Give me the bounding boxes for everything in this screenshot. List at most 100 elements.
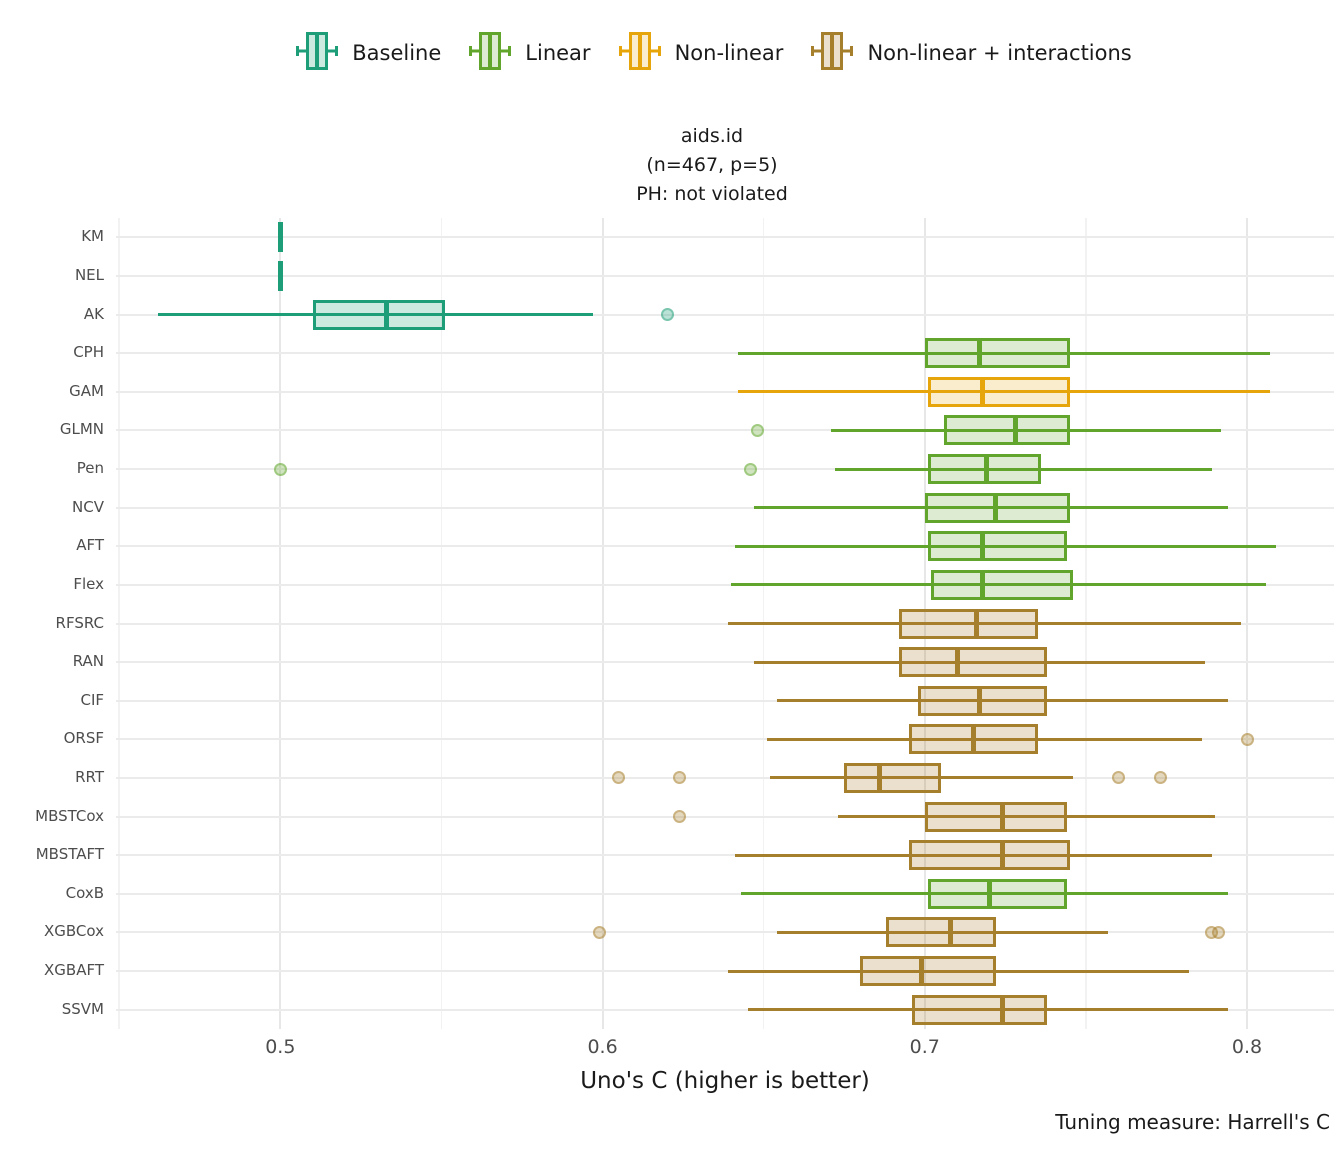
y-gridline [116,699,1334,702]
median-line [983,454,989,485]
whisker-line [737,390,1270,394]
y-gridline [116,545,1334,548]
y-axis-label: AK [83,304,104,323]
y-axis-label: Flex [73,574,104,593]
box [924,801,1067,832]
median-line [999,994,1005,1025]
legend-item-linear: Linear [467,29,591,77]
y-axis-label: SSVM [61,999,104,1018]
y-axis-label: Pen [76,459,104,478]
outlier-point [1211,925,1225,939]
box [911,994,1048,1025]
whisker-line [747,1008,1228,1012]
y-gridline [116,970,1334,973]
box [931,569,1073,600]
boxplot-key-baseline-icon [294,29,340,77]
chart-title-dimensions: (n=467, p=5) [646,154,778,176]
median-line [277,260,283,291]
y-axis-label: GAM [69,381,104,400]
y-axis-label: ORSF [63,729,104,748]
whisker-line [754,660,1206,664]
x-axis-tick-label: 0.5 [265,1036,296,1058]
box [312,299,445,330]
whisker-line [737,351,1270,355]
y-gridline [116,506,1334,509]
y-axis-label: KM [81,227,104,246]
y-gridline [116,1008,1334,1011]
median-line [970,724,976,755]
y-axis-label: RAN [72,652,104,671]
median-line [993,492,999,523]
y-gridline [116,738,1334,741]
y-gridline [116,776,1334,779]
y-gridline [116,352,1334,355]
box [944,415,1070,446]
outlier-point [673,810,687,824]
box [918,685,1048,716]
y-axis-label: MBSTCox [35,806,104,825]
outlier-point [273,462,287,476]
y-gridline [116,274,1334,277]
y-gridline [116,583,1334,586]
median-line [977,338,983,369]
y-axis-label: AFT [76,536,104,555]
whisker-line [728,969,1189,973]
median-line [954,647,960,678]
whisker-line [731,583,1267,587]
outlier-point [592,925,606,939]
y-axis-label: XGBAFT [44,961,104,980]
chart-title-dataset: aids.id [680,125,744,147]
y-axis-label: RRT [75,767,104,786]
outlier-point [750,423,764,437]
median-line [877,762,883,793]
legend-item-nonlinear: Non-linear [617,29,783,77]
legend-label-nonlinear-interactions: Non-linear + interactions [867,41,1132,65]
legend-label-baseline: Baseline [352,41,442,65]
outlier-point [744,462,758,476]
x-axis-title: Uno's C (higher is better) [580,1068,870,1094]
box [844,762,941,793]
x-axis-tick-label: 0.8 [1231,1036,1263,1058]
y-gridline [116,390,1334,393]
median-line [980,569,986,600]
y-axis-label: CPH [73,343,104,362]
median-line [1012,415,1018,446]
y-axis-label: NCV [72,497,104,516]
y-axis-label: RFSRC [55,613,104,632]
y-axis-label: CoxB [65,883,104,902]
y-axis-label: MBSTAFT [35,845,104,864]
whisker-line [741,892,1228,896]
box [924,338,1070,369]
y-gridline [116,313,1334,316]
box [899,647,1048,678]
box [928,376,1070,407]
x-axis-tick-label: 0.7 [909,1036,940,1058]
y-gridline [116,661,1334,664]
y-gridline [116,815,1334,818]
whisker-line [770,776,1073,780]
whisker-line [734,544,1276,548]
median-line [999,840,1005,871]
median-line [977,685,983,716]
median-line [384,299,390,330]
outlier-point [660,308,674,322]
y-gridline [116,892,1334,895]
chart-legend: Baseline Linear Non-linear [0,22,1344,84]
outlier-point [1111,771,1125,785]
outlier-point [673,771,687,785]
box [899,608,1038,639]
box [928,878,1067,909]
whisker-line [834,467,1212,471]
median-line [973,608,979,639]
whisker-line [837,815,1215,819]
median-line [980,531,986,562]
legend-item-nonlinear-interactions: Non-linear + interactions [809,29,1132,77]
outlier-point [1153,771,1167,785]
whisker-line [831,428,1222,432]
y-axis-label: XGBCox [44,922,104,941]
y-gridline [116,854,1334,857]
median-line [948,917,954,948]
whisker-line [766,737,1202,741]
y-gridline [116,429,1334,432]
